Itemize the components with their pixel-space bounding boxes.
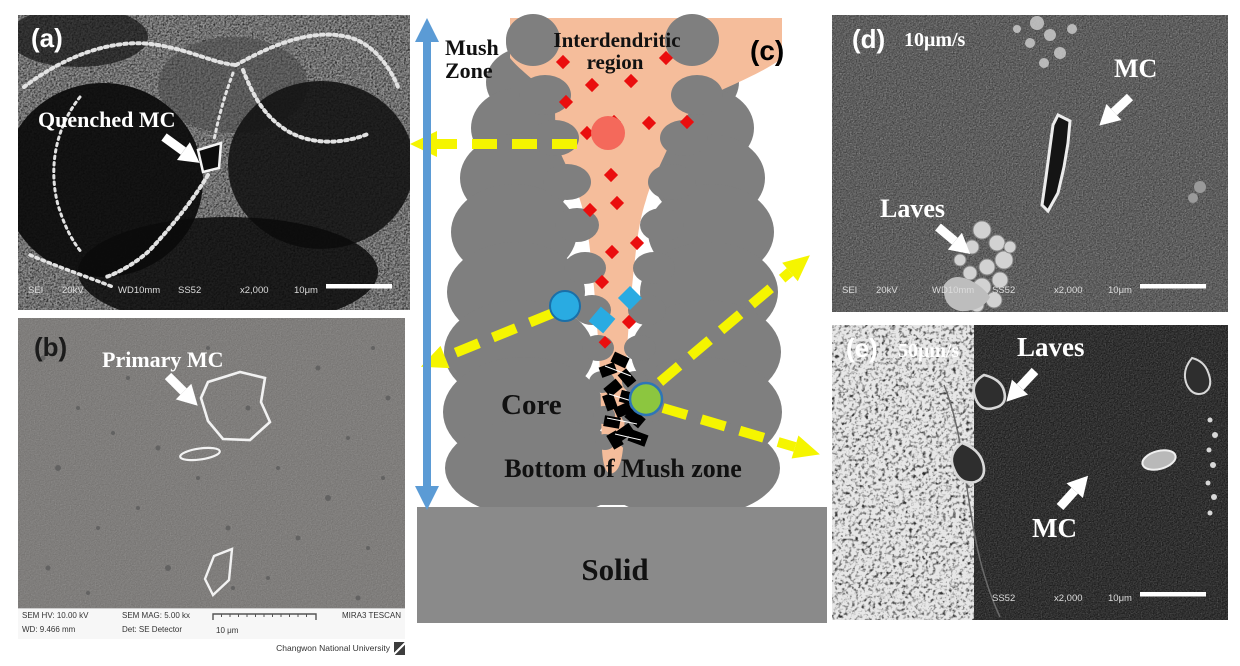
etched-dendrite-speckle: [832, 325, 967, 620]
interdendritic-label-line1: Interdendritic: [553, 28, 680, 52]
scale-value-label: 10μm: [1108, 285, 1132, 296]
sem-image-d: (d) 10μm/s MC Laves SEI 20kV WD10mm SS52…: [832, 15, 1228, 312]
sem-panel-e: (e) 50μm/s Laves MC SEI 20kV WD10mm SS52…: [832, 325, 1228, 620]
liquid-droplet-marker: [591, 116, 625, 150]
mush-zone-extent-arrow: [415, 18, 439, 510]
scale-bar: [1140, 592, 1206, 597]
sem-image-a: (a) Quenched MC SEI 20kV WD10mm SS52 x2,…: [18, 15, 410, 310]
working-distance-label: WD10mm: [118, 285, 160, 296]
mc-nucleus-marker: [549, 290, 581, 322]
laves-arrow-icon-e: [1006, 367, 1039, 402]
panel-d-label: (d): [852, 24, 885, 54]
working-distance-label: WD10mm: [932, 285, 974, 296]
tescan-metadata-bar: SEM HV: 10.00 kV SEM MAG: 5.00 kx MIRA3 …: [18, 608, 405, 639]
status-bar-e: SEI 20kV WD10mm SS52 x2,000 10μm: [842, 592, 1206, 604]
dendrite-dark-regions: [18, 15, 410, 310]
interdendritic-region-shape: [510, 18, 782, 474]
detector-label: SEI: [842, 285, 857, 296]
panel-b-label: (b): [34, 332, 67, 362]
sample-id-label: SS52: [992, 593, 1015, 604]
small-right-particles: [1188, 181, 1206, 203]
mc-arrow-icon-e: [1056, 475, 1089, 511]
scale-value-label: 10μm: [294, 285, 318, 296]
university-logo-icon: [394, 641, 405, 655]
mc-particle: [1141, 449, 1177, 471]
sem-mag-value: SEM MAG: 5.00 kx: [122, 611, 191, 620]
dendrite-scallops: [506, 14, 723, 450]
voltage-label: 20kV: [876, 285, 898, 296]
quenched-mc-particle: [196, 141, 223, 174]
scale-value-label: 10μm: [1108, 593, 1132, 604]
sem-detector-value: Det: SE Detector: [122, 625, 183, 634]
laves-squiggles: [950, 356, 1212, 484]
solid-base: [417, 507, 827, 623]
core-label: Core: [501, 389, 562, 421]
panel-a-label: (a): [31, 23, 63, 53]
university-credit: Changwon National University: [18, 640, 405, 656]
primary-mc-annotation: Primary MC: [102, 347, 224, 372]
arrow-to-panel-d: [782, 255, 810, 282]
sample-id-label: SS52: [992, 285, 1015, 296]
ruler-scale-icon: [212, 613, 317, 620]
status-bar-a: SEI 20kV WD10mm SS52 x2,000 10μm: [28, 284, 392, 296]
matrix-pores: [40, 346, 391, 601]
mc-annotation-e: MC: [1032, 513, 1077, 543]
magnification-label: x2,000: [1054, 593, 1083, 604]
scale-bar: [1140, 284, 1206, 289]
solid-label: Solid: [581, 552, 648, 587]
detector-label: SEI: [842, 593, 857, 604]
working-distance-label: WD10mm: [932, 593, 974, 604]
sample-id-label: SS52: [178, 285, 201, 296]
magnification-label: x2,000: [240, 285, 269, 296]
arrow-to-panel-e: [791, 435, 820, 459]
voltage-label: 20kV: [876, 593, 898, 604]
laves-arrow-icon-d: [935, 223, 971, 254]
mc-annotation-d: MC: [1114, 54, 1157, 83]
sem-panel-d: (d) 10μm/s MC Laves SEI 20kV WD10mm SS52…: [832, 15, 1228, 312]
magnification-label: x2,000: [1054, 285, 1083, 296]
quenched-mc-annotation: Quenched MC: [38, 107, 176, 132]
primary-mc-particles: [179, 370, 272, 597]
top-particle-chain: [1013, 16, 1077, 68]
sem-panel-b: (b) Primary MC: [18, 318, 405, 608]
laves-annotation-e: Laves: [1017, 332, 1085, 362]
laves-annotation-d: Laves: [880, 194, 945, 223]
sem-panel-a: (a) Quenched MC SEI 20kV WD10mm SS52 x2,…: [18, 15, 410, 310]
panel-e-label: (e): [846, 333, 878, 363]
laves-nucleus-marker: [628, 381, 664, 417]
boundary-curve: [943, 384, 1001, 618]
dotted-particle-chain: [1205, 417, 1218, 516]
schematic-panel-c: Mush Zone Interdendritic region Core Bot…: [405, 10, 835, 660]
interdendritic-label-line2: region: [587, 50, 644, 74]
microscope-brand: MIRA3 TESCAN: [342, 611, 401, 620]
mc-arrow-icon-d: [1099, 93, 1134, 126]
quenched-mc-arrow-icon: [161, 133, 200, 163]
sem-image-b: (b) Primary MC: [18, 318, 405, 608]
mush-zone-label-line1: Mush: [445, 35, 499, 60]
bottom-of-mush-zone-label: Bottom of Mush zone: [504, 454, 742, 483]
mush-zone-schematic: Mush Zone Interdendritic region Core Bot…: [410, 14, 827, 623]
sem-wd-value: WD: 9.466 mm: [22, 625, 76, 634]
scale-value-label: 10 μm: [216, 626, 239, 635]
voltage-label: 20kV: [62, 285, 84, 296]
sem-hv-value: SEM HV: 10.00 kV: [22, 611, 89, 620]
growth-rate-label-d: 10μm/s: [904, 29, 966, 51]
interdendritic-particle-chains: [22, 32, 400, 289]
scale-bar: [326, 284, 392, 289]
laves-particle-cluster: [943, 220, 1017, 312]
mc-particle: [1040, 112, 1072, 214]
mush-zone-label-line2: Zone: [445, 58, 493, 83]
growth-rate-label-e: 50μm/s: [898, 340, 960, 362]
detector-label: SEI: [28, 285, 43, 296]
sem-image-e: (e) 50μm/s Laves MC SEI 20kV WD10mm SS52…: [832, 325, 1228, 620]
status-bar-d: SEI 20kV WD10mm SS52 x2,000 10μm: [842, 284, 1206, 296]
primary-mc-arrow-icon: [164, 372, 198, 406]
university-name: Changwon National University: [276, 643, 390, 653]
panel-c-label: (c): [750, 35, 784, 66]
